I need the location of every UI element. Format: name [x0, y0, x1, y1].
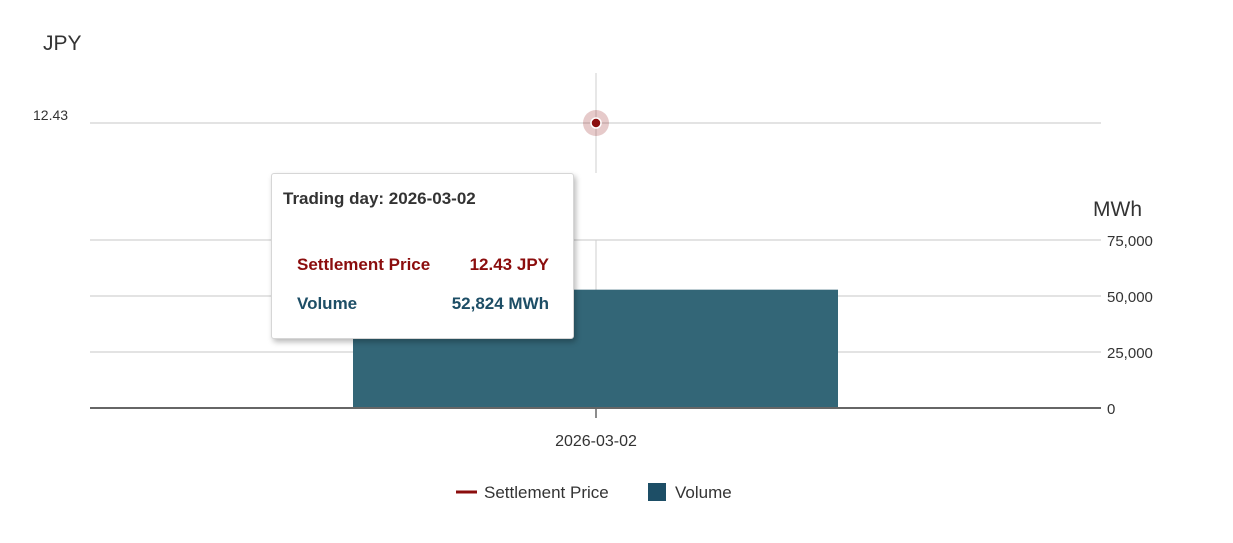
chart-tooltip: Trading day: 2026-03-02 Settlement Price…: [271, 173, 574, 339]
left-axis-title: JPY: [43, 32, 82, 55]
legend-label: Volume: [675, 483, 732, 502]
x-axis-tick-label: 2026-03-02: [555, 433, 637, 450]
tooltip-label: Volume: [297, 294, 358, 313]
right-axis-tick-label: 50,000: [1107, 289, 1153, 306]
tooltip-title: Trading day: 2026-03-02: [283, 189, 476, 208]
right-axis-tick-label: 25,000: [1107, 345, 1153, 362]
right-axis-title: MWh: [1093, 198, 1142, 221]
left-axis-tick-label: 12.43: [33, 107, 68, 123]
settlement-price-point: [590, 117, 602, 129]
legend-label: Settlement Price: [484, 483, 609, 502]
tooltip-value: 12.43 JPY: [469, 255, 549, 274]
right-axis-tick-label: 0: [1107, 401, 1115, 418]
legend-square-marker: [648, 483, 666, 501]
tooltip-value: 52,824 MWh: [451, 294, 549, 313]
right-axis-tick-label: 75,000: [1107, 233, 1153, 250]
tooltip-label: Settlement Price: [297, 255, 431, 274]
